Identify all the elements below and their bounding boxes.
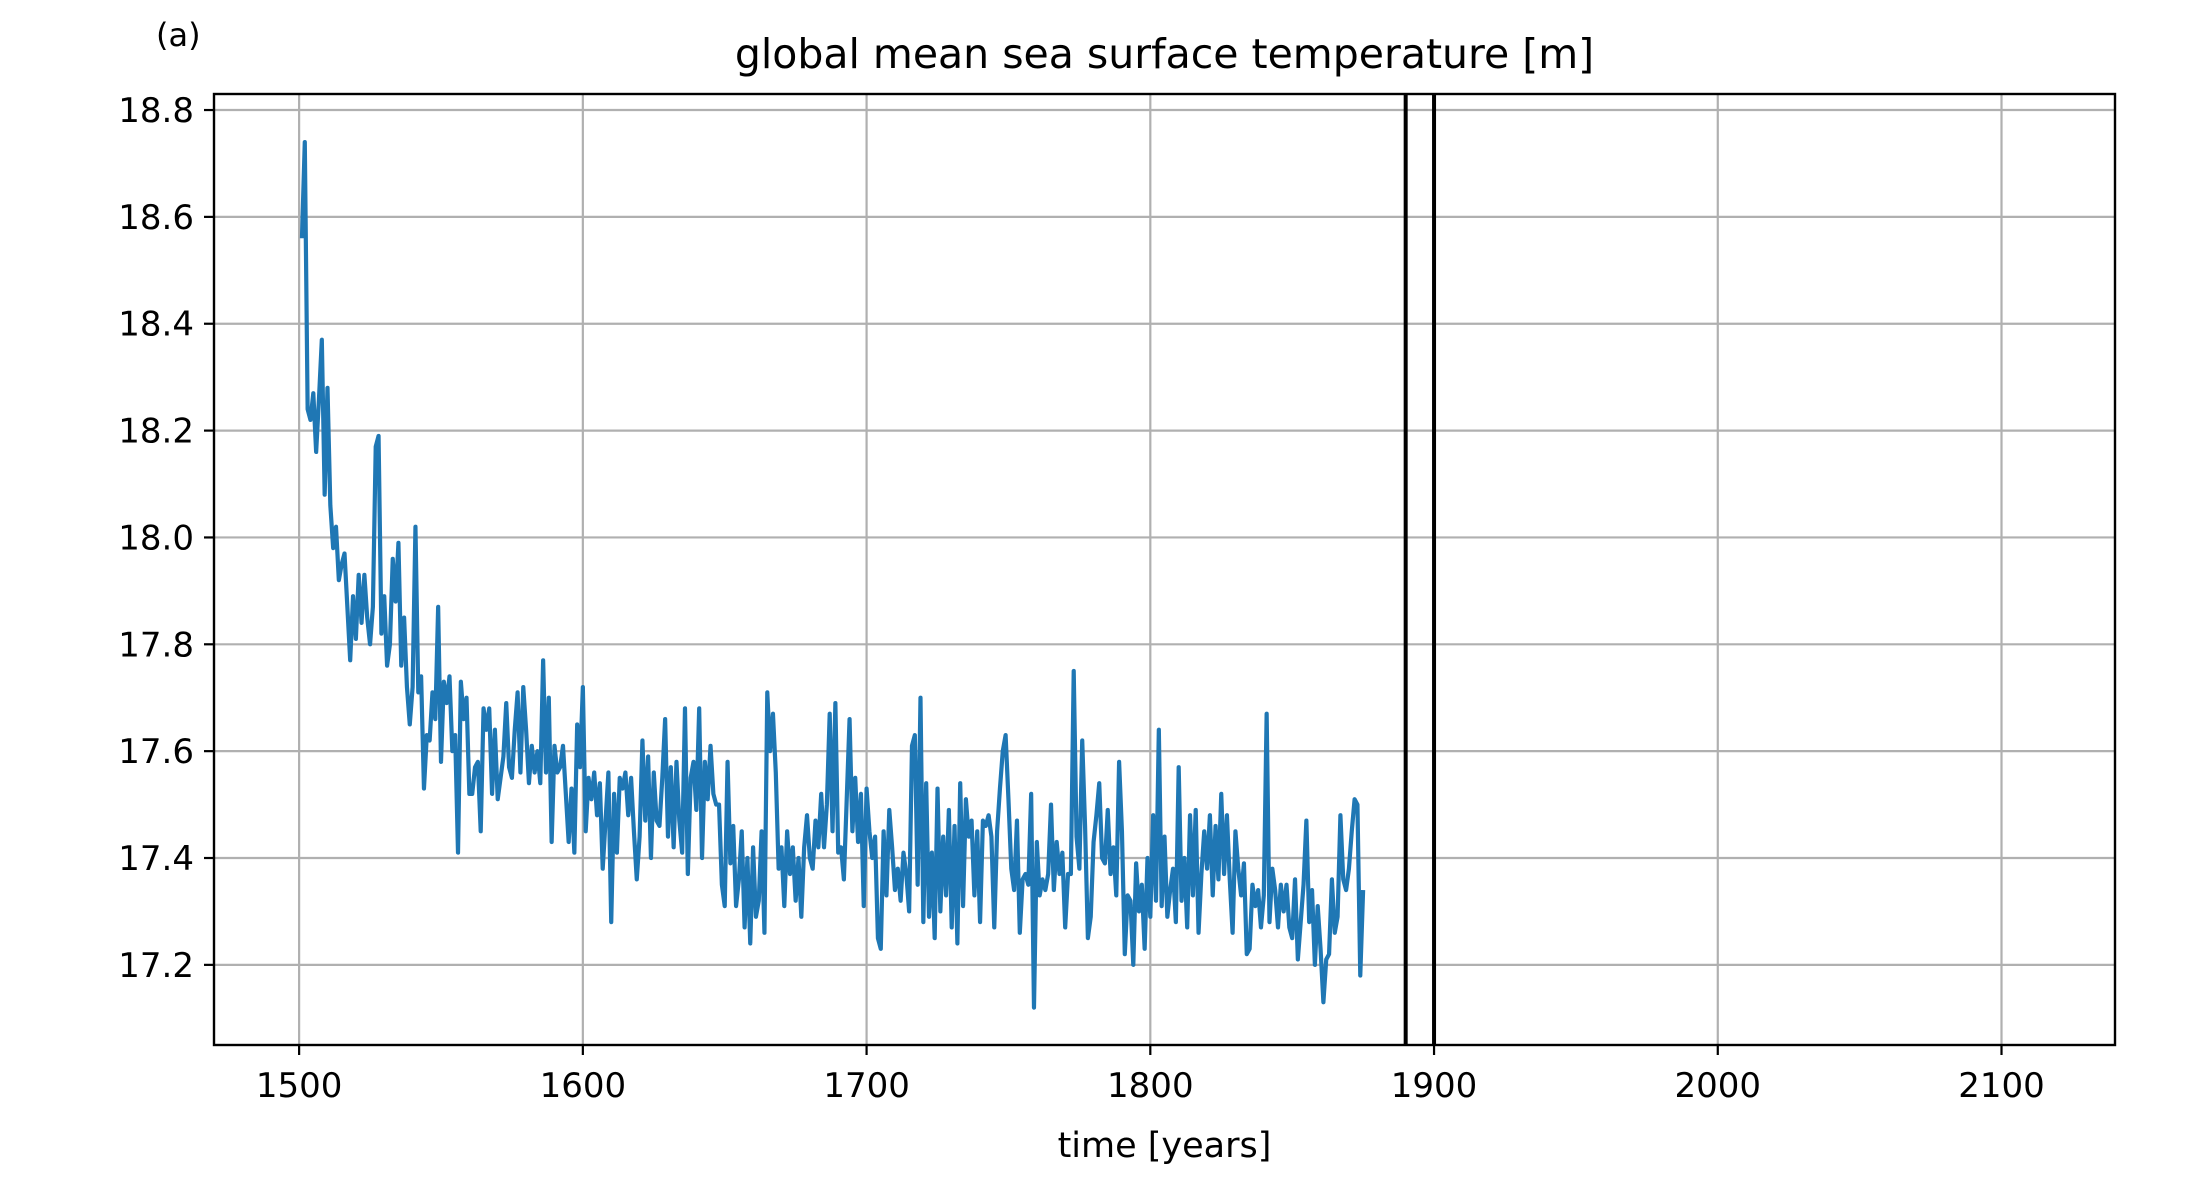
chart-title: global mean sea surface temperature [m]: [735, 30, 1594, 78]
y-tick-label: 17.4: [118, 839, 194, 879]
x-tick-label: 1900: [1391, 1066, 1478, 1106]
y-tick-label: 17.2: [118, 946, 194, 986]
y-tick-label: 18.4: [118, 305, 194, 345]
x-tick-label: 1700: [823, 1066, 910, 1106]
x-tick-label: 1600: [540, 1066, 627, 1106]
x-axis-label: time [years]: [1058, 1126, 1272, 1166]
series-line: [299, 139, 1366, 1010]
y-tick-label: 18.0: [118, 518, 194, 558]
y-tick-label: 18.8: [118, 91, 194, 131]
grid: [214, 94, 2115, 1045]
vertical-markers: [1403, 94, 1437, 1045]
panel-label: (a): [156, 16, 201, 54]
x-tick-label: 2000: [1675, 1066, 1762, 1106]
y-tick-label: 18.6: [118, 198, 194, 238]
plot-frame: [212, 92, 2117, 1047]
x-tick-label: 1500: [256, 1066, 343, 1106]
y-tick-label: 17.8: [118, 625, 194, 665]
x-tick-label: 2100: [1958, 1066, 2045, 1106]
series-layer: [299, 139, 1366, 1010]
y-tick-label: 17.6: [118, 732, 194, 772]
y-tick-label: 18.2: [118, 412, 194, 452]
ticks: 1500 1600 1700 1800 1900 2000 2100 17.2 17.4 17.6…: [118, 91, 2044, 1106]
x-tick-label: 1800: [1107, 1066, 1194, 1106]
